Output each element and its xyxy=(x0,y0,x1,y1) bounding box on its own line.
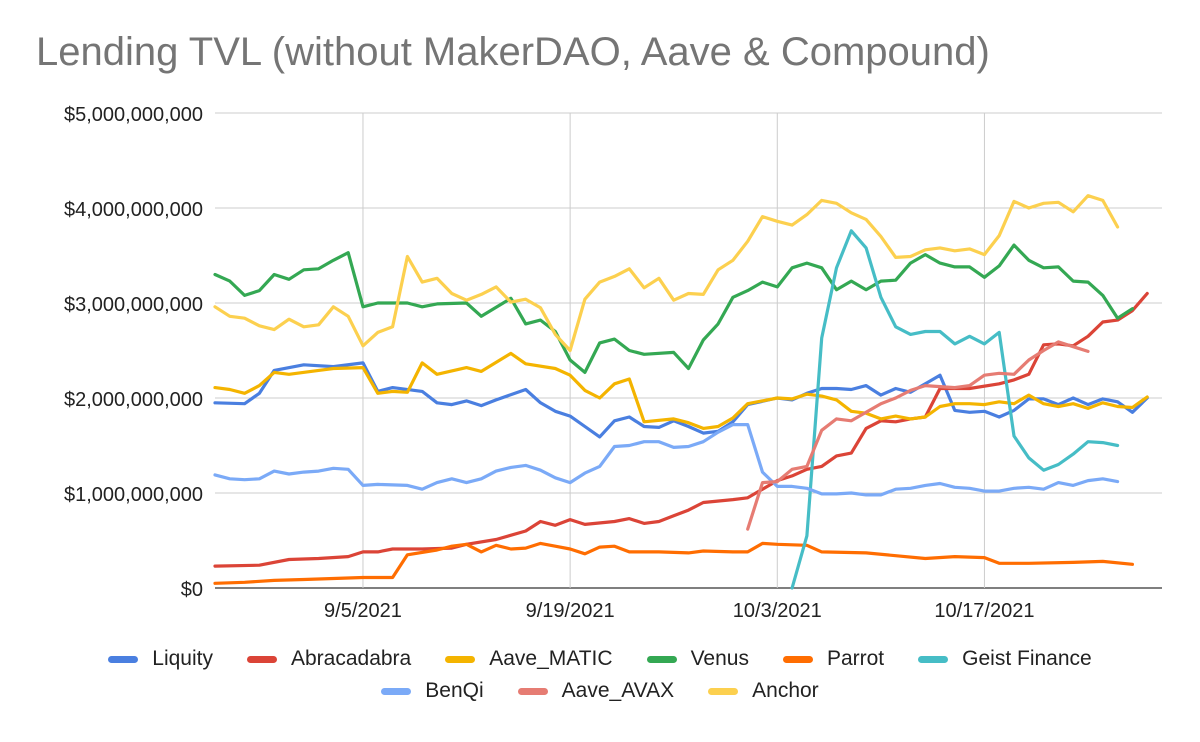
legend-label: BenQi xyxy=(425,679,484,702)
y-tick-label: $2,000,000,000 xyxy=(64,389,203,411)
series-line-aave-avax xyxy=(746,340,1090,531)
series-line-abracadabra xyxy=(213,291,1149,568)
series-line-benqi xyxy=(213,423,1120,497)
legend-item: BenQi xyxy=(381,679,484,703)
legend-swatch xyxy=(246,655,277,663)
legend-swatch xyxy=(108,655,139,663)
legend-item: Venus xyxy=(646,647,749,671)
legend-item: Anchor xyxy=(708,679,819,703)
legend-item: Parrot xyxy=(782,647,885,671)
series-line-parrot xyxy=(213,541,1135,585)
legend-label: Liquity xyxy=(152,647,213,670)
legend-row-2: BenQi Aave_AVAX Anchor xyxy=(0,679,1200,703)
legend-item: Aave_AVAX xyxy=(517,679,675,703)
legend-swatch xyxy=(782,655,813,663)
legend-label: Anchor xyxy=(752,679,819,702)
y-tick-label: $0 xyxy=(181,579,203,601)
y-axis-tick-labels: $0 $1,000,000,000 $2,000,000,000 $3,000,000… xyxy=(64,104,203,601)
y-tick-label: $4,000,000,000 xyxy=(64,199,203,221)
legend-swatch xyxy=(381,687,412,695)
x-tick-label: 9/5/2021 xyxy=(324,600,402,622)
series-line-anchor xyxy=(213,194,1120,353)
legend-swatch xyxy=(445,655,476,663)
legend-item: Abracadabra xyxy=(246,647,412,671)
y-tick-label: $1,000,000,000 xyxy=(64,484,203,506)
y-tick-label: $5,000,000,000 xyxy=(64,104,203,126)
legend-swatch xyxy=(708,687,739,695)
legend-swatch xyxy=(517,687,548,695)
legend-label: Aave_MATIC xyxy=(489,647,613,670)
legend-label: Venus xyxy=(690,647,749,670)
x-axis-tick-labels: 9/5/2021 9/19/2021 10/3/2021 10/17/2021 xyxy=(324,600,1034,622)
x-tick-label: 9/19/2021 xyxy=(526,600,615,622)
series-lines xyxy=(213,194,1149,590)
legend-swatch xyxy=(918,655,949,663)
y-tick-label: $3,000,000,000 xyxy=(64,294,203,316)
legend-item: Geist Finance xyxy=(918,647,1092,671)
x-tick-label: 10/3/2021 xyxy=(733,600,822,622)
legend-label: Abracadabra xyxy=(290,647,412,670)
legend-label: Geist Finance xyxy=(962,647,1092,670)
x-tick-label: 10/17/2021 xyxy=(934,600,1034,622)
series-line-geist-finance xyxy=(790,229,1120,590)
legend-label: Aave_AVAX xyxy=(561,679,675,702)
legend-item: Aave_MATIC xyxy=(445,647,613,671)
legend-row-1: Liquity Abracadabra Aave_MATIC Venus Parrot G… xyxy=(0,647,1200,671)
series-line-venus xyxy=(213,243,1135,374)
legend-swatch xyxy=(646,655,677,663)
legend-item: Liquity xyxy=(108,647,213,671)
grid-lines xyxy=(215,112,1162,589)
legend-label: Parrot xyxy=(826,647,885,670)
chart-title: Lending TVL (without MakerDAO, Aave & Co… xyxy=(36,30,990,74)
